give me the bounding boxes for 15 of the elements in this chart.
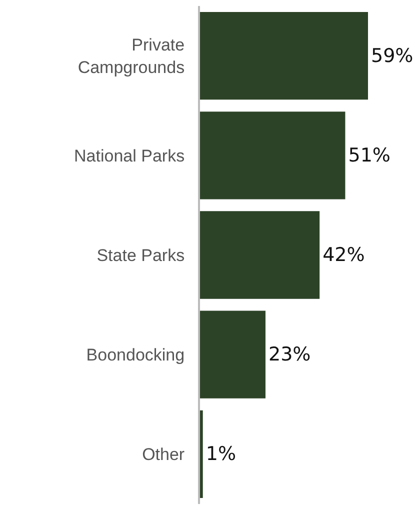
y-tick-label: State Parks <box>96 246 185 265</box>
data-label: 42% <box>322 244 365 266</box>
bar <box>200 112 346 200</box>
bar <box>200 211 320 299</box>
bar <box>200 410 203 498</box>
bar <box>200 310 266 398</box>
bar <box>200 12 368 100</box>
y-tick-label: Boondocking <box>86 346 185 365</box>
data-label: 51% <box>348 144 390 166</box>
y-tick-label: Other <box>142 445 185 464</box>
y-tick-label: National Parks <box>74 146 185 166</box>
data-label: 1% <box>206 443 236 466</box>
y-tick-label: Private Campgrounds <box>78 36 185 77</box>
data-label: 59% <box>371 44 414 67</box>
data-label: 23% <box>268 344 311 366</box>
